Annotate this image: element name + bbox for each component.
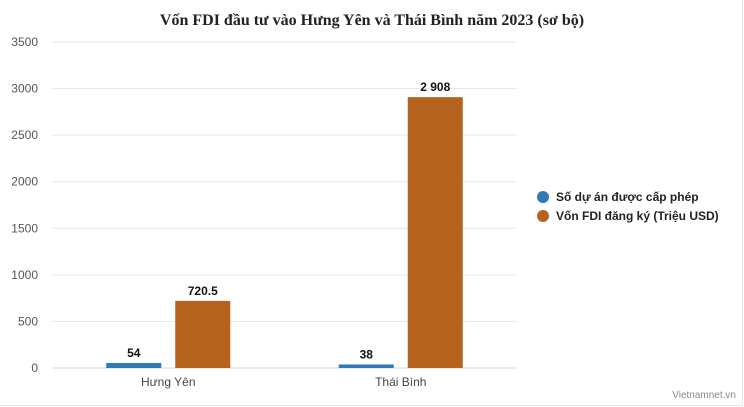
x-tick-label: Thái Bình (375, 375, 426, 389)
y-tick-label: 2500 (11, 128, 38, 142)
y-tick-label: 3000 (11, 82, 38, 96)
legend: Số dự án được cấp phép Vốn FDI đăng ký (… (537, 187, 719, 225)
legend-label-projects: Số dự án được cấp phép (556, 189, 699, 204)
y-tick-label: 500 (18, 314, 38, 328)
y-tick-label: 3500 (11, 35, 38, 49)
data-label: 720.5 (188, 284, 218, 298)
legend-item-projects[interactable]: Số dự án được cấp phép (537, 187, 719, 206)
chart-title: Vốn FDI đầu tư vào Hưng Yên và Thái Bình… (159, 12, 585, 29)
legend-item-capital[interactable]: Vốn FDI đăng ký (Triệu USD) (537, 206, 719, 225)
data-label: 54 (127, 346, 141, 360)
x-tick-label: Hưng Yên (141, 375, 196, 389)
legend-label-capital: Vốn FDI đăng ký (Triệu USD) (556, 208, 719, 223)
legend-marker-projects (537, 190, 549, 203)
y-tick-label: 1000 (11, 268, 38, 282)
y-tick-label: 0 (31, 361, 38, 375)
y-tick-label: 1500 (11, 221, 38, 235)
bar (175, 300, 231, 368)
legend-marker-capital (537, 209, 549, 222)
bar (407, 97, 463, 369)
source-credit: Vietnamnet.vn (672, 390, 736, 401)
data-label: 38 (360, 347, 374, 361)
y-tick-label: 2000 (11, 175, 38, 189)
data-label: 2 908 (420, 80, 450, 94)
bar (338, 364, 394, 368)
bar (106, 362, 162, 368)
